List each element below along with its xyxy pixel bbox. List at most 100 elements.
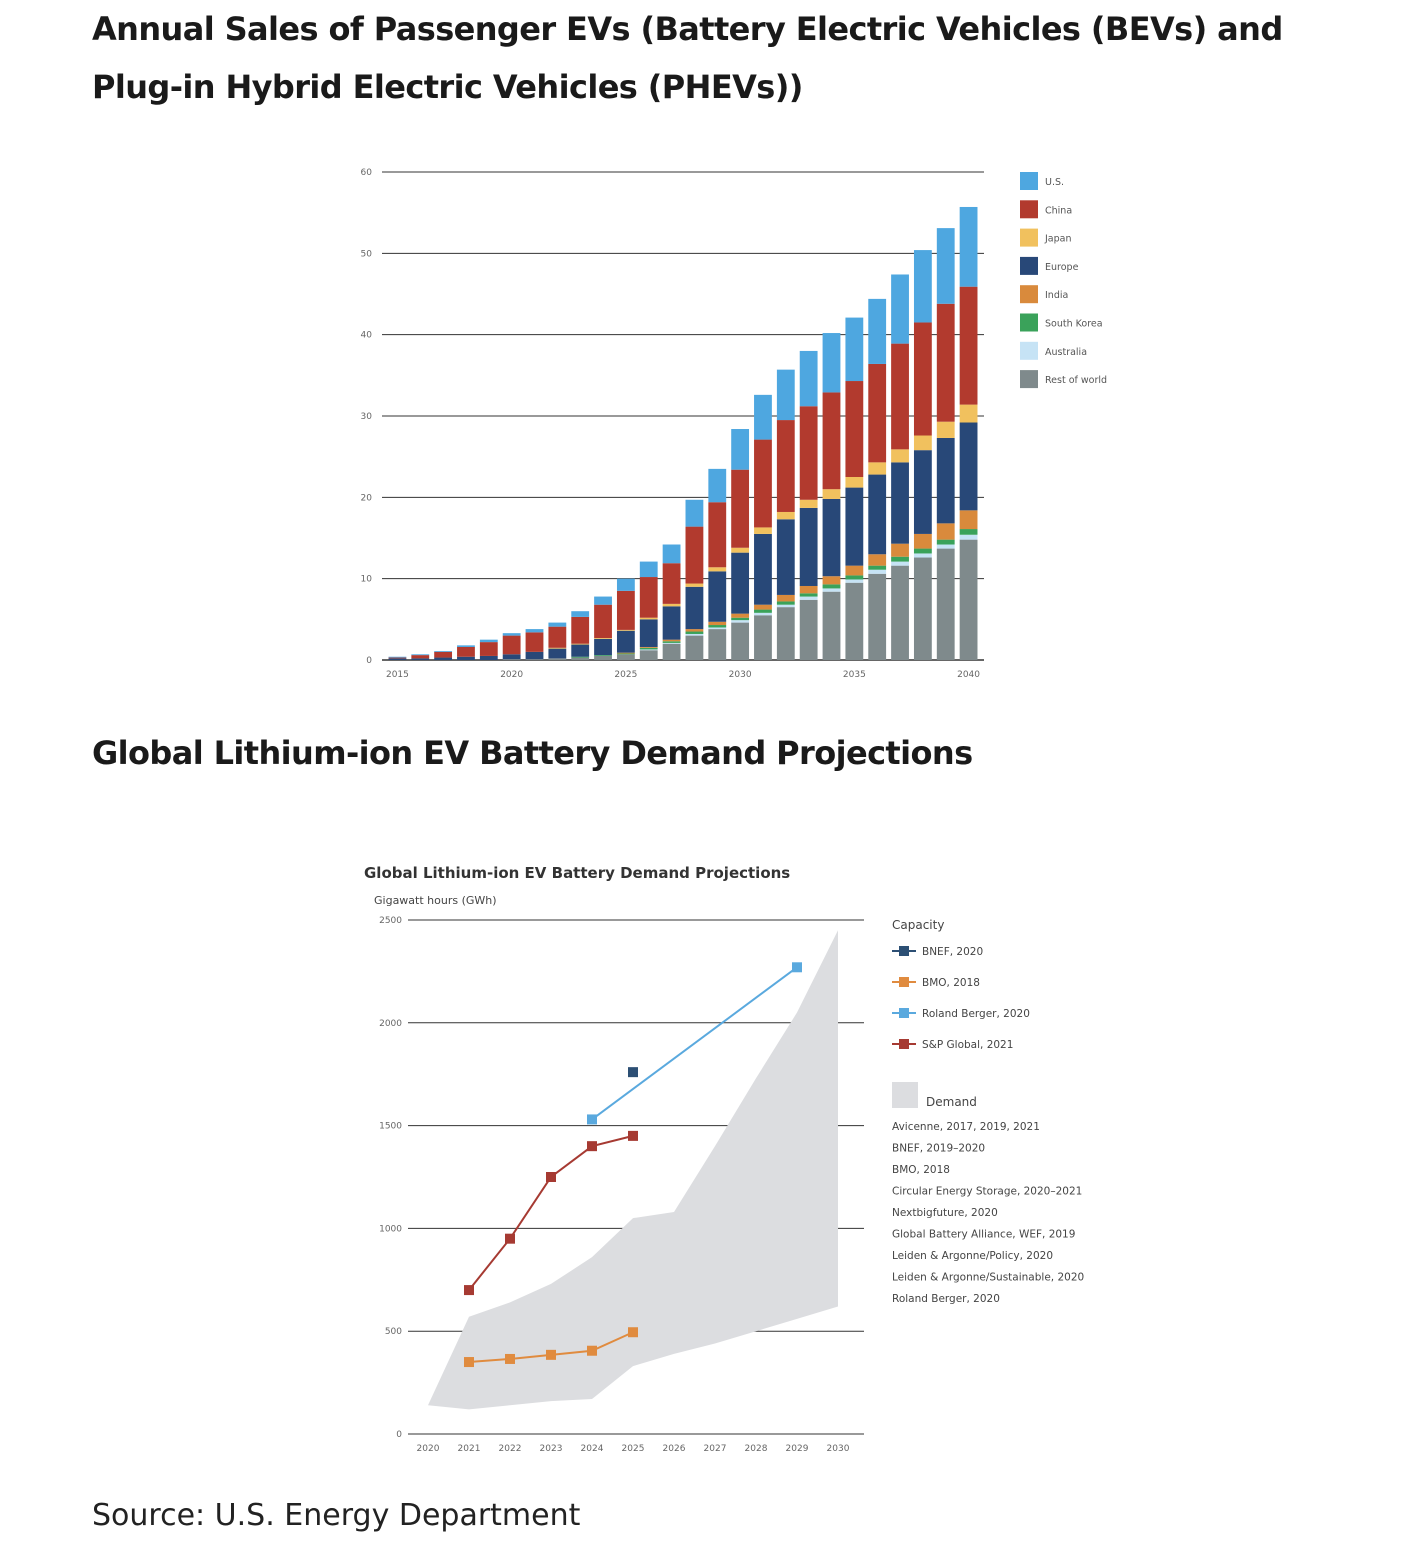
bar-segment (776, 519, 795, 595)
bar-segment (571, 657, 590, 660)
bar-segment (639, 649, 658, 651)
data-point (505, 1353, 515, 1364)
bar-segment (548, 648, 567, 659)
bar-segment (936, 548, 955, 660)
legend-label: Rest of world (1045, 375, 1107, 386)
legend-swatch (1020, 285, 1038, 304)
x-tick-label: 2029 (786, 1444, 809, 1454)
bar-segment (936, 228, 955, 304)
bar-segment (799, 599, 818, 660)
bar-segment (845, 575, 864, 580)
bar-segment (936, 544, 955, 549)
data-point (628, 1327, 638, 1338)
bar-segment (959, 286, 978, 405)
legend-marker (899, 1008, 909, 1018)
bar-segment (868, 565, 887, 570)
x-tick-label: 2030 (827, 1444, 850, 1454)
bar-segment (434, 651, 453, 652)
bar-segment (662, 643, 681, 660)
demand-band (428, 930, 838, 1410)
bar-segment (639, 646, 658, 648)
demand-source-label: Nextbigfuture, 2020 (892, 1207, 998, 1219)
data-point (464, 1357, 474, 1368)
bar-segment (754, 609, 772, 613)
bar-segment (913, 435, 932, 451)
bar-segment (571, 644, 590, 657)
y-tick-label: 0 (396, 1430, 402, 1440)
y-tick-label: 500 (385, 1327, 402, 1337)
bar-segment (685, 526, 704, 584)
legend-swatch (1020, 228, 1038, 247)
legend-swatch (1020, 200, 1038, 219)
bar-segment (685, 631, 704, 634)
demand-source-label: Leiden & Argonne/Policy, 2020 (892, 1250, 1053, 1262)
bar-segment (479, 642, 498, 656)
y-tick-label: 1500 (379, 1122, 402, 1132)
bar-segment (822, 584, 841, 589)
bar-segment (913, 322, 932, 436)
legend-title-capacity: Capacity (892, 918, 944, 932)
bar-segment (891, 561, 909, 566)
bar-segment (799, 499, 818, 508)
bar-segment (502, 654, 521, 660)
x-tick-label: 2020 (500, 670, 523, 680)
y-axis-label: Gigawatt hours (GWh) (374, 894, 497, 907)
x-tick-label: 2040 (957, 670, 980, 680)
bar-segment (616, 630, 635, 653)
bar-segment (799, 507, 818, 586)
bar-segment (479, 639, 498, 643)
bar-segment (891, 274, 909, 344)
bar-segment (731, 429, 750, 470)
bar-segment (868, 554, 887, 566)
bar-segment (502, 633, 521, 636)
bar-segment (616, 654, 635, 660)
bar-segment (685, 633, 704, 636)
y-tick-label: 1000 (379, 1224, 402, 1234)
legend-label: India (1045, 290, 1068, 301)
legend-marker (899, 1039, 909, 1049)
bar-segment (731, 622, 750, 660)
bar-segment (685, 635, 704, 660)
legend-marker (899, 946, 909, 956)
bar-segment (936, 421, 955, 438)
bar-segment (959, 534, 978, 540)
x-tick-label: 2022 (499, 1444, 522, 1454)
bar-segment (959, 404, 978, 423)
bar-segment (845, 317, 864, 382)
legend-swatch (1020, 256, 1038, 275)
bar-segment (708, 571, 727, 622)
y-tick-label: 10 (361, 575, 373, 585)
bar-segment (913, 548, 932, 554)
data-point (792, 962, 802, 973)
bar-segment (457, 646, 475, 657)
bar-segment (662, 563, 681, 604)
bar-segment (936, 539, 955, 545)
bar-segment (891, 343, 909, 450)
bar-segment (662, 603, 681, 607)
bar-segment (639, 647, 658, 650)
bar-segment (868, 462, 887, 475)
bar-segment (891, 462, 909, 544)
bar-segment (845, 582, 864, 660)
bar-segment (571, 656, 590, 658)
bar-segment (594, 638, 612, 639)
bar-segment (845, 477, 864, 488)
data-point (546, 1349, 556, 1360)
bar-segment (822, 333, 841, 393)
bar-segment (822, 576, 841, 585)
y-tick-label: 2500 (379, 916, 402, 926)
bar-segment (616, 629, 635, 631)
bar-segment (776, 420, 795, 512)
bar-segment (936, 437, 955, 524)
demand-source-label: Global Battery Alliance, WEF, 2019 (892, 1229, 1075, 1241)
bar-segment (708, 625, 727, 628)
bar-segment (548, 622, 567, 627)
bar-segment (799, 596, 818, 600)
y-tick-label: 60 (361, 168, 373, 178)
bar-segment (776, 601, 795, 605)
bar-segment (594, 638, 612, 656)
bar-segment (822, 392, 841, 490)
x-tick-label: 2020 (417, 1444, 440, 1454)
bar-segment (685, 499, 704, 527)
bar-segment (845, 565, 864, 576)
